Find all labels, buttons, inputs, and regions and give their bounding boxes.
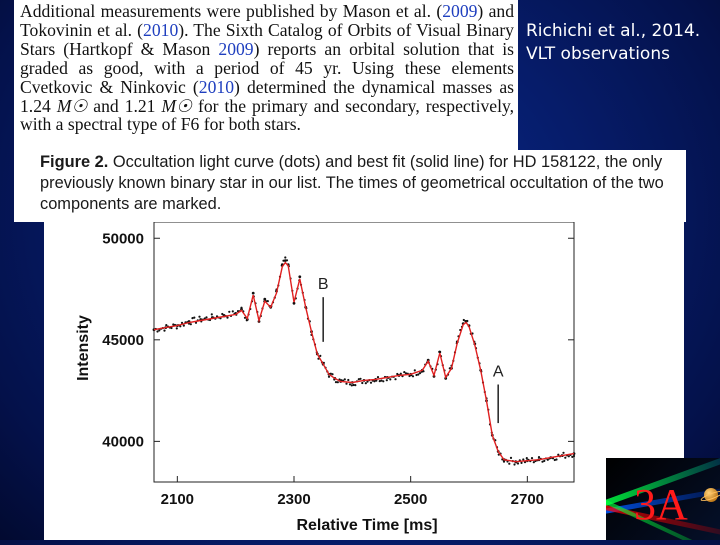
data-point — [347, 379, 349, 381]
data-point — [252, 292, 255, 295]
data-point — [232, 310, 234, 312]
data-point — [211, 313, 213, 315]
observatory-logo: 3A — [606, 458, 720, 540]
data-point — [386, 379, 388, 381]
data-point — [328, 376, 330, 378]
data-point — [517, 462, 519, 464]
data-point — [163, 330, 165, 332]
data-point — [526, 457, 528, 459]
y-tick-label: 50000 — [102, 230, 144, 247]
citation-line: Richichi et al., 2014. — [526, 20, 700, 43]
y-axis-label: Intensity — [75, 315, 92, 381]
data-point — [417, 373, 419, 375]
solar-mass-unit: M☉ — [162, 96, 192, 116]
figure-caption-text: Occultation light curve (dots) and best … — [40, 153, 664, 213]
x-tick-label: 2100 — [161, 491, 194, 508]
data-point — [508, 463, 510, 465]
citation-subline: VLT observations — [526, 43, 700, 66]
data-point — [158, 329, 160, 331]
data-point — [394, 378, 396, 380]
data-point — [531, 457, 533, 459]
occultation-label: A — [493, 364, 504, 381]
fit-line-group — [154, 263, 574, 462]
data-point — [370, 382, 372, 384]
paper-text-part: and 1.21 — [87, 96, 161, 116]
data-point — [543, 460, 545, 462]
data-point — [361, 382, 363, 384]
y-tick-label: 40000 — [102, 433, 144, 450]
x-tick-label: 2300 — [277, 491, 310, 508]
data-point — [412, 375, 414, 377]
data-point — [555, 458, 557, 460]
data-point — [377, 376, 379, 378]
data-point — [389, 378, 391, 380]
data-point — [165, 324, 167, 326]
data-point — [298, 275, 301, 278]
data-point — [205, 316, 207, 318]
y-tick-label: 45000 — [102, 332, 144, 349]
light-curve-panel: 2100 2300 2500 2700 40000 45000 50000 B A Relat… — [44, 222, 684, 540]
data-point — [284, 256, 286, 258]
data-point — [538, 456, 540, 458]
citation-note: Richichi et al., 2014. VLT observations — [526, 20, 700, 66]
x-tick-label: 2700 — [511, 491, 544, 508]
data-point — [513, 463, 515, 465]
data-point — [359, 378, 361, 380]
figure-label: Figure 2. — [40, 153, 108, 171]
data-point — [562, 452, 564, 454]
light-curve-chart: 2100 2300 2500 2700 40000 45000 50000 B A Relat… — [44, 222, 684, 540]
data-point — [190, 323, 192, 325]
data-point — [193, 317, 195, 319]
data-point — [510, 457, 512, 459]
data-point — [344, 378, 346, 380]
data-point — [226, 317, 228, 319]
data-point — [573, 455, 575, 457]
solar-mass-unit: M☉ — [57, 96, 87, 116]
logo-text: 3A — [634, 480, 688, 530]
paper-text-part: Additional measurements were published b… — [20, 1, 442, 21]
data-point — [522, 458, 524, 460]
data-points — [153, 256, 576, 465]
data-point — [228, 311, 230, 313]
data-point — [414, 369, 416, 371]
data-point — [568, 455, 570, 457]
data-point — [354, 384, 356, 386]
x-tick-label: 2500 — [394, 491, 427, 508]
figure-caption: Figure 2. Occultation light curve (dots)… — [14, 150, 686, 222]
reference-link[interactable]: 2009 — [218, 39, 253, 59]
data-point — [564, 457, 566, 459]
data-point — [345, 383, 347, 385]
data-point — [382, 380, 384, 382]
x-axis-label: Relative Time [ms] — [296, 517, 437, 534]
paper-excerpt: Additional measurements were published b… — [14, 0, 518, 152]
data-point — [267, 300, 269, 302]
reference-link[interactable]: 2009 — [442, 1, 477, 21]
data-point — [198, 316, 200, 318]
data-point — [337, 381, 339, 383]
data-point — [331, 373, 333, 375]
occultation-label: B — [318, 276, 329, 293]
data-point — [520, 462, 522, 464]
reference-link[interactable]: 2010 — [199, 77, 234, 97]
data-point — [419, 372, 421, 374]
data-point — [176, 327, 178, 329]
reference-link[interactable]: 2010 — [143, 20, 178, 40]
data-point — [263, 298, 266, 301]
plot-frame — [154, 222, 574, 482]
data-point — [365, 382, 367, 384]
data-point — [183, 325, 185, 327]
fit-line — [154, 263, 574, 462]
